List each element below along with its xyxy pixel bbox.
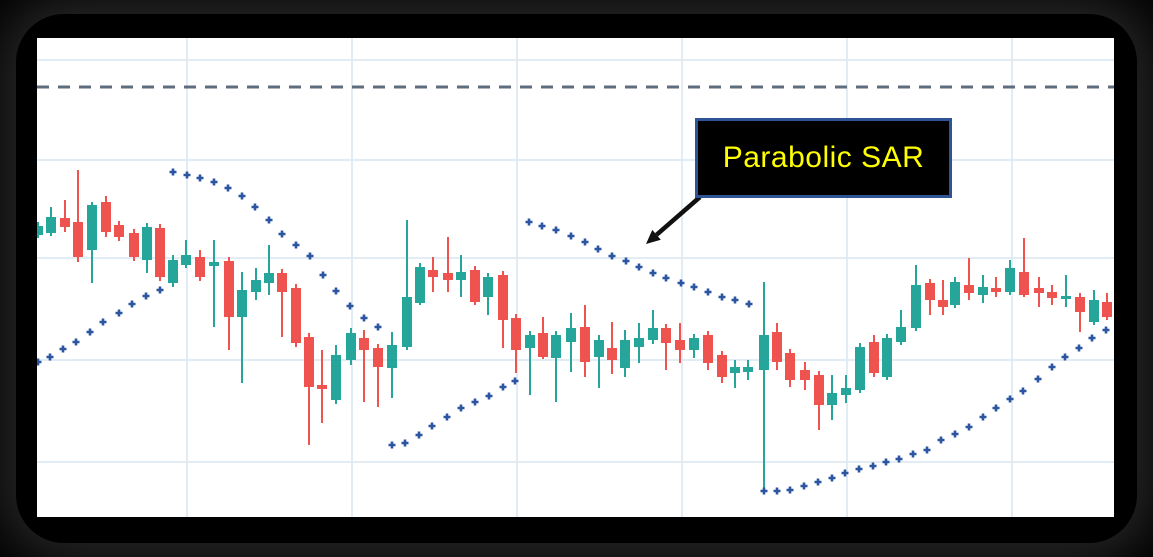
gridlines [37,38,1114,517]
annotation-arrow [646,195,702,244]
sar-dots-group [37,168,1110,495]
sar-downtrend-1 [169,168,382,331]
sar-uptrend-2 [388,377,519,449]
sar-uptrend-1 [37,286,164,366]
candlestick-chart [37,38,1114,517]
chart-panel: Parabolic SAR [37,38,1114,517]
sar-downtrend-2 [525,218,753,308]
sar-uptrend-3 [760,326,1110,495]
candles-group [37,170,1112,492]
parabolic-sar-callout: Parabolic SAR [695,118,952,198]
parabolic-sar-label-text: Parabolic SAR [722,141,925,174]
